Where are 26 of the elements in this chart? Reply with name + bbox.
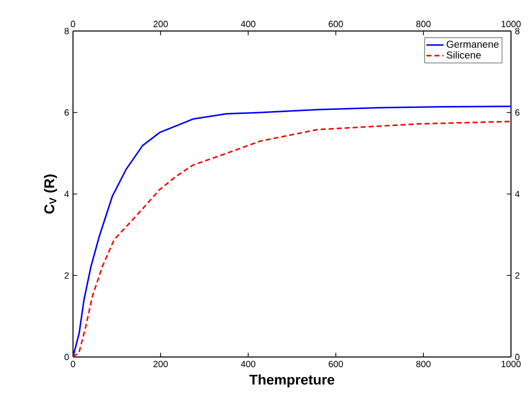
x-axis-title: Thempreture (249, 374, 334, 388)
x-tick-label: 1000 (502, 360, 521, 368)
y-tick-label: 0 (64, 354, 69, 360)
x2-tick-label: 200 (154, 20, 168, 28)
legend-label: Germanene (446, 40, 499, 48)
y-tick-label: 2 (64, 272, 69, 279)
x2-tick-label: 1000 (502, 20, 521, 28)
y-tick-label: 6 (64, 109, 69, 116)
y2-tick-label: 0 (515, 354, 520, 360)
y-axis-title: C$_{V}$ (R) (44, 174, 57, 214)
y2-tick-label: 4 (515, 190, 520, 198)
y2-tick-label: 8 (515, 28, 520, 34)
x2-tick-label: 600 (328, 20, 343, 28)
legend-label: Silicene (446, 51, 481, 59)
y2-tick-label: 2 (515, 272, 520, 279)
y2-tick-label: 6 (515, 109, 520, 116)
x2-tick-label: 800 (416, 20, 431, 28)
x-tick-label: 400 (240, 360, 256, 368)
x2-tick-label: 0 (70, 20, 76, 28)
x-tick-label: 800 (416, 360, 431, 368)
x2-tick-label: 400 (240, 20, 256, 28)
x-tick-label: 600 (328, 360, 343, 368)
x-tick-label: 0 (70, 360, 76, 368)
y-tick-label: 4 (64, 190, 69, 198)
x-tick-label: 200 (154, 360, 168, 368)
y-tick-label: 8 (64, 28, 69, 34)
